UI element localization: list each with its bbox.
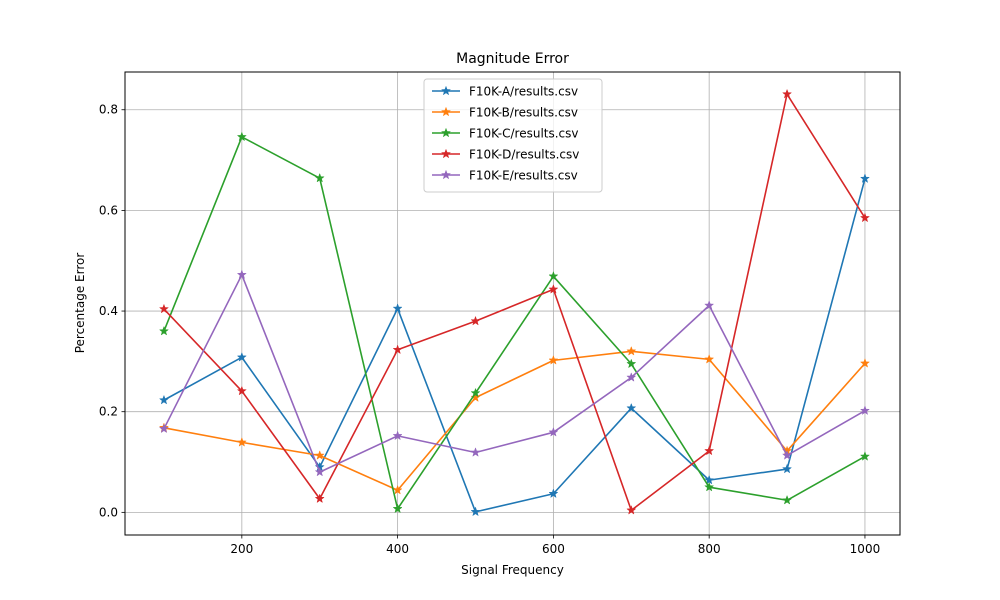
data-point-marker [236, 269, 247, 280]
legend-item: F10K-E/results.csv [432, 169, 578, 183]
legend-swatch-marker [440, 127, 452, 138]
series-5 [158, 269, 871, 477]
x-tick-label: 1000 [850, 542, 881, 556]
data-point-marker [859, 451, 871, 461]
data-point-marker [470, 392, 481, 402]
y-tick-label: 0.6 [99, 203, 118, 217]
data-point-marker [859, 212, 871, 223]
legend-box [423, 78, 603, 193]
data-point-marker [470, 387, 481, 398]
legend-label: F10K-A/results.csv [469, 85, 578, 99]
data-point-marker [859, 405, 871, 416]
data-point-marker [704, 300, 715, 310]
legend-swatch-marker [440, 169, 452, 180]
y-tick-label: 0.2 [99, 405, 118, 419]
legend-swatch-marker [440, 148, 452, 159]
data-point-marker [158, 325, 170, 336]
x-tick-label: 400 [386, 542, 409, 556]
legend-label: F10K-B/results.csv [469, 106, 578, 120]
data-point-marker [392, 303, 403, 313]
data-point-marker [781, 463, 793, 474]
data-point-marker [470, 506, 481, 517]
legend-label: F10K-C/results.csv [469, 127, 579, 141]
data-point-marker [859, 173, 871, 183]
series-group [158, 88, 871, 517]
data-point-marker [314, 450, 325, 460]
data-point-marker [470, 315, 481, 326]
y-tick-label: 0.0 [99, 505, 118, 519]
data-point-marker [704, 445, 715, 456]
legend: F10K-A/results.csv F10K-B/results.csv F10K… [423, 78, 603, 193]
data-point-marker [314, 493, 325, 504]
y-axis-label: Percentage Error [73, 253, 87, 354]
data-point-marker [781, 88, 793, 99]
data-point-marker [314, 466, 325, 477]
legend-item: F10K-B/results.csv [432, 106, 578, 120]
data-point-marker [548, 284, 559, 294]
data-point-marker [548, 270, 559, 281]
data-point-marker [158, 394, 170, 405]
legend-label: F10K-D/results.csv [469, 148, 579, 162]
x-axis-label: Signal Frequency [461, 563, 564, 577]
x-tick-label: 600 [542, 542, 565, 556]
data-point-marker [470, 447, 481, 457]
legend-item: F10K-A/results.csv [432, 85, 578, 99]
data-point-marker [392, 484, 403, 495]
data-point-marker [548, 488, 559, 499]
y-tick-label: 0.8 [99, 103, 118, 117]
legend-label: F10K-E/results.csv [469, 169, 578, 183]
legend-swatch-marker [440, 106, 452, 117]
data-point-marker [626, 372, 637, 382]
x-tick-label: 200 [230, 542, 253, 556]
data-point-marker [236, 352, 247, 362]
data-point-marker [236, 437, 247, 447]
data-point-marker [626, 345, 637, 356]
series-line [163, 93, 866, 512]
data-point-marker [626, 505, 637, 515]
data-point-marker [548, 355, 559, 365]
series-line [163, 350, 866, 492]
data-point-marker [392, 430, 403, 441]
data-point-marker [314, 172, 325, 183]
data-point-marker [392, 503, 403, 514]
data-point-marker [704, 481, 715, 492]
axis-ticks: 200 400 600 800 1000 0.0 0.2 0.4 0.6 0.8 [99, 103, 880, 556]
plot-area-frame [124, 71, 901, 536]
legend-item: F10K-D/results.csv [432, 148, 579, 162]
data-point-marker [548, 426, 559, 437]
series-3 [158, 131, 871, 514]
data-point-marker [781, 450, 793, 460]
data-point-marker [859, 358, 871, 368]
legend-item: F10K-C/results.csv [432, 127, 579, 141]
data-point-marker [236, 131, 247, 142]
series-line [163, 178, 866, 513]
series-line [163, 274, 866, 473]
data-point-marker [626, 402, 637, 413]
data-point-marker [704, 354, 715, 364]
data-point-marker [236, 385, 247, 396]
legend-swatch-marker [440, 85, 452, 96]
x-tick-label: 800 [698, 542, 721, 556]
data-point-marker [158, 423, 170, 434]
series-line [163, 136, 866, 510]
data-point-marker [781, 494, 793, 505]
y-tick-label: 0.4 [99, 304, 118, 318]
series-4 [158, 88, 871, 515]
data-point-marker [626, 358, 637, 369]
data-point-marker [158, 303, 170, 314]
series-2 [158, 345, 871, 495]
chart-title: Magnitude Error [456, 51, 569, 67]
data-point-marker [392, 344, 403, 355]
